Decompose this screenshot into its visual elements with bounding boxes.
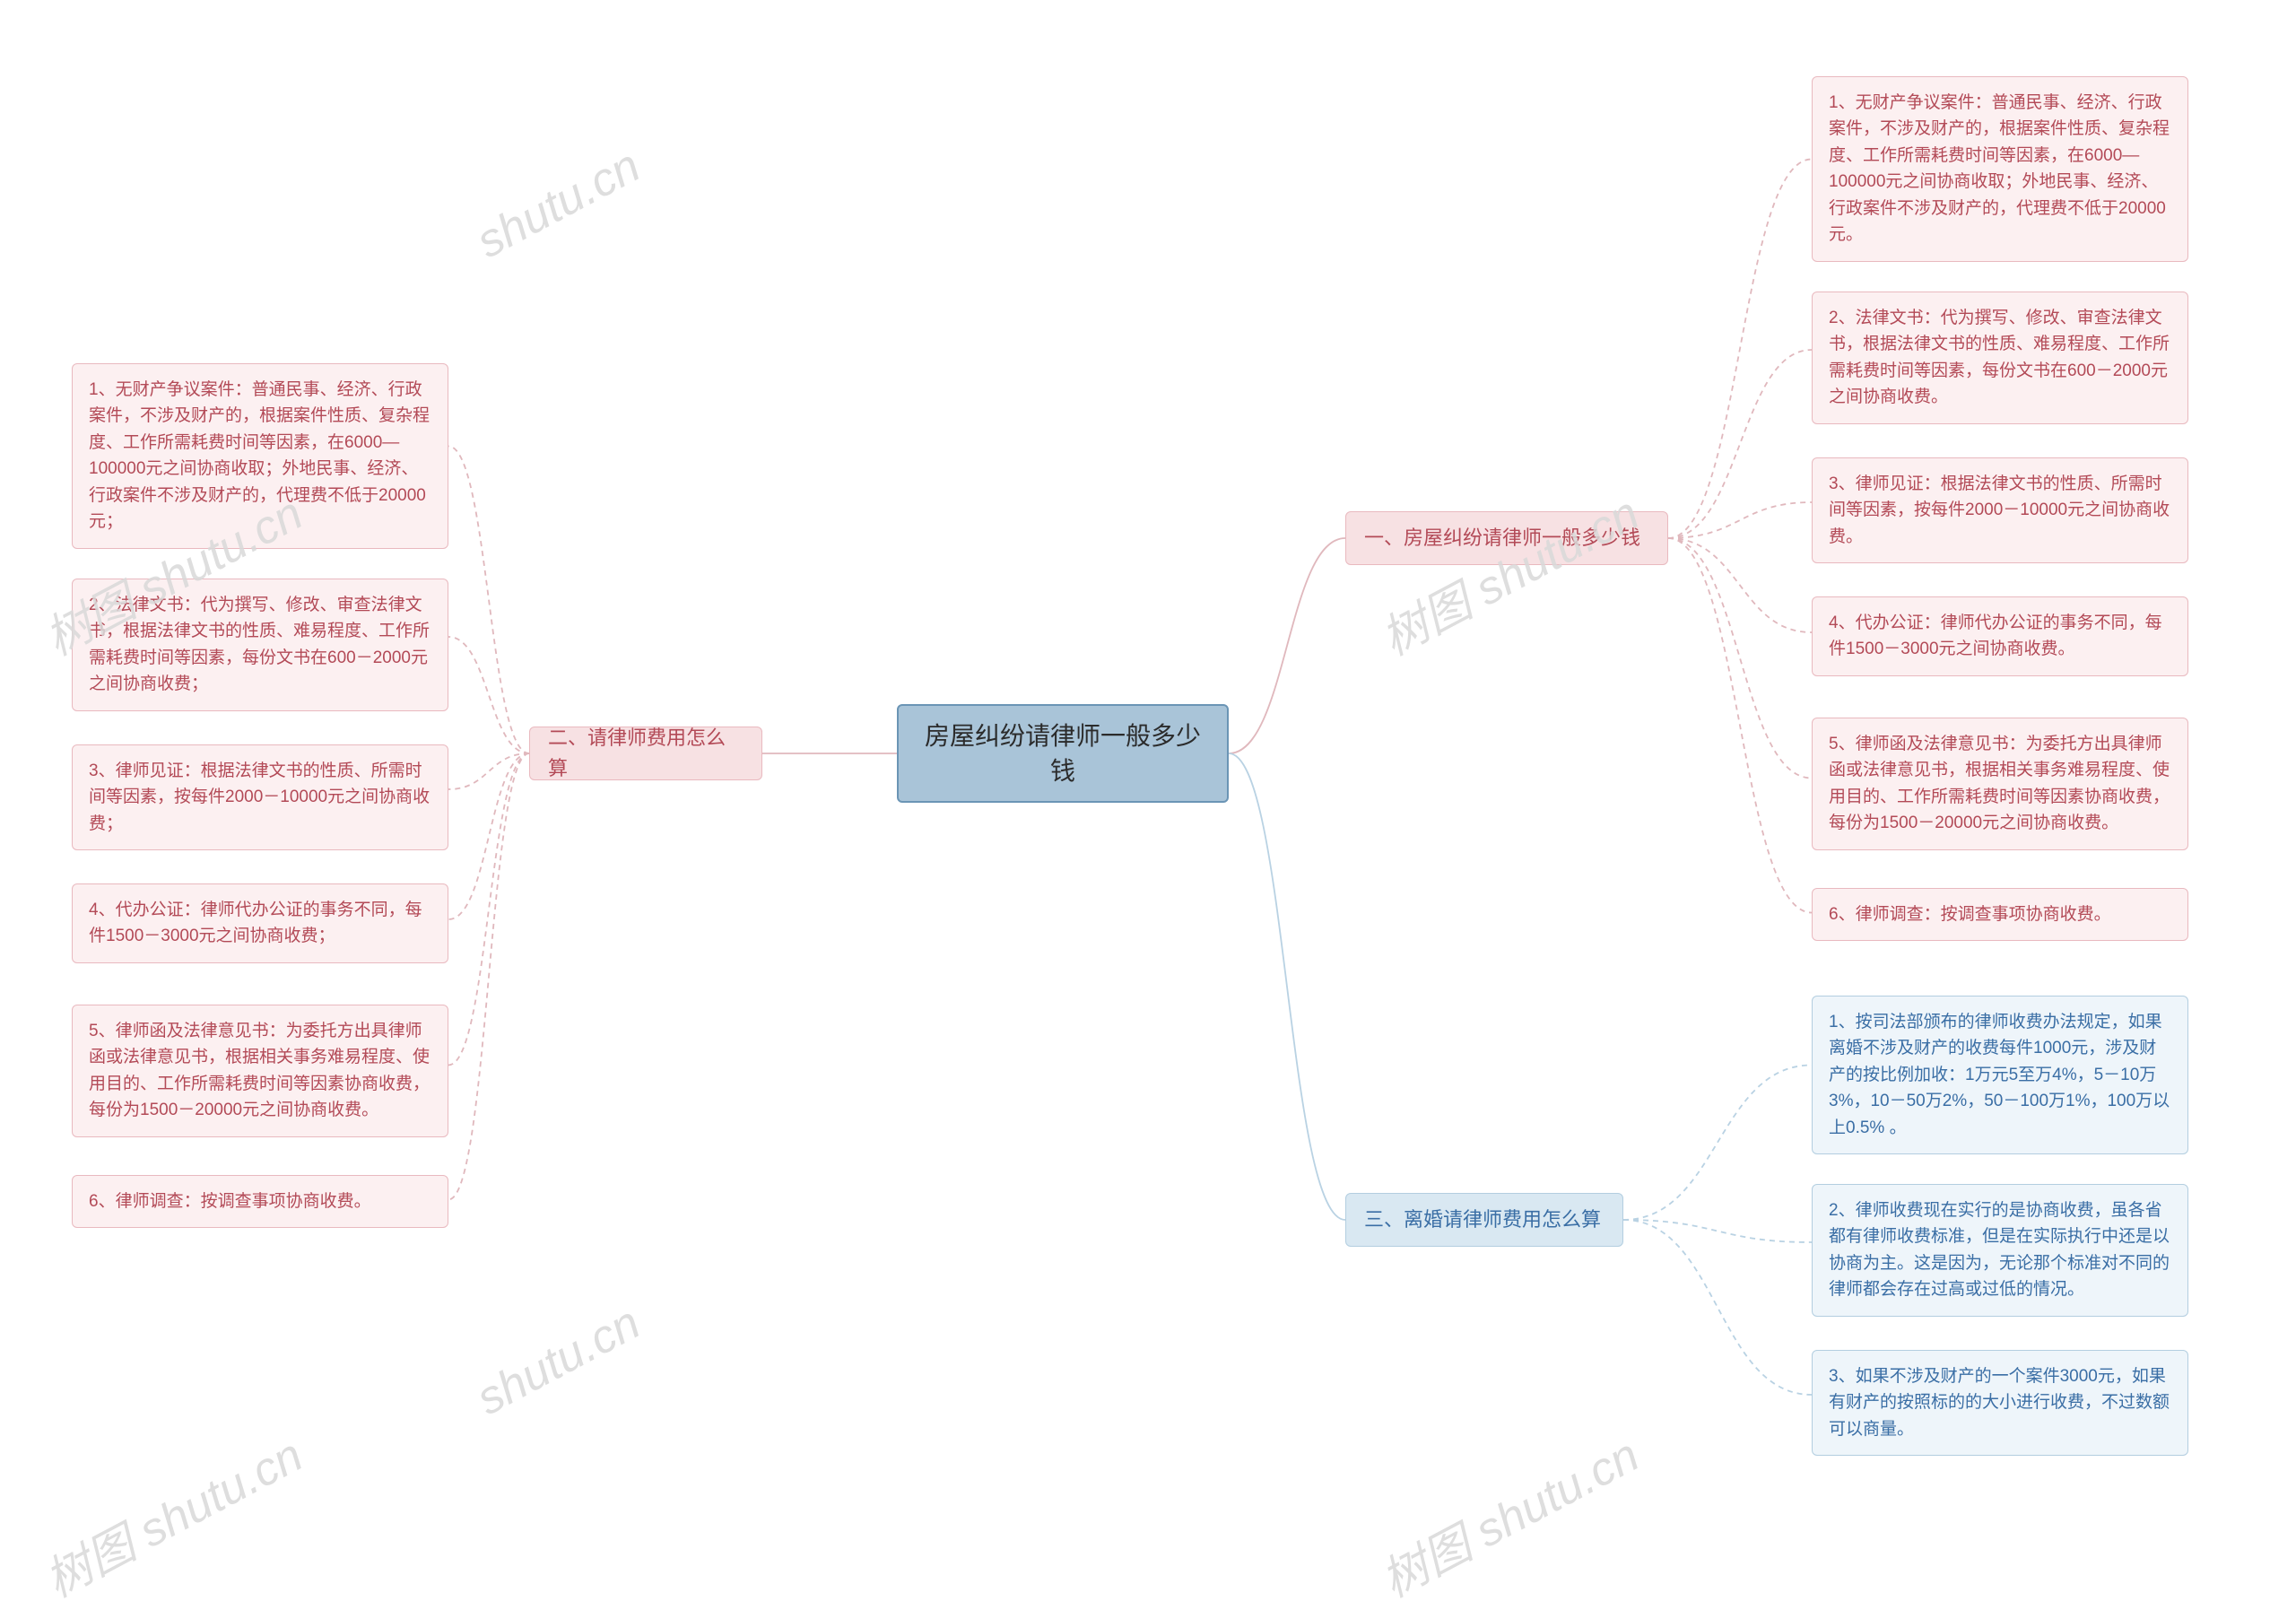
branch-node-b1: 一、房屋纠纷请律师一般多少钱 bbox=[1345, 511, 1668, 565]
leaf-node-b1-2: 3、律师见证：根据法律文书的性质、所需时间等因素，按每件2000－10000元之… bbox=[1812, 457, 2188, 563]
leaf-node-b2-5: 6、律师调查：按调查事项协商收费。 bbox=[72, 1175, 448, 1228]
leaf-node-b1-4: 5、律师函及法律意见书：为委托方出具律师函或法律意见书，根据相关事务难易程度、使… bbox=[1812, 718, 2188, 850]
leaf-node-b2-2: 3、律师见证：根据法律文书的性质、所需时间等因素，按每件2000－10000元之… bbox=[72, 744, 448, 850]
leaf-node-b3-1: 2、律师收费现在实行的是协商收费，虽各省都有律师收费标准，但是在实际执行中还是以… bbox=[1812, 1184, 2188, 1317]
leaf-node-b2-4: 5、律师函及法律意见书：为委托方出具律师函或法律意见书，根据相关事务难易程度、使… bbox=[72, 1005, 448, 1137]
watermark: 树图 shutu.cn bbox=[1368, 1418, 1648, 1610]
leaf-node-b1-5: 6、律师调查：按调查事项协商收费。 bbox=[1812, 888, 2188, 941]
center-node: 房屋纠纷请律师一般多少钱 bbox=[897, 704, 1229, 803]
leaf-node-b1-0: 1、无财产争议案件：普通民事、经济、行政案件，不涉及财产的，根据案件性质、复杂程… bbox=[1812, 76, 2188, 262]
branch-node-b2: 二、请律师费用怎么算 bbox=[529, 727, 762, 780]
leaf-node-b3-0: 1、按司法部颁布的律师收费办法规定，如果离婚不涉及财产的收费每件1000元，涉及… bbox=[1812, 996, 2188, 1154]
leaf-node-b2-3: 4、代办公证：律师代办公证的事务不同，每件1500－3000元之间协商收费； bbox=[72, 883, 448, 963]
leaf-node-b1-1: 2、法律文书：代为撰写、修改、审查法律文书，根据法律文书的性质、难易程度、工作所… bbox=[1812, 292, 2188, 424]
leaf-node-b1-3: 4、代办公证：律师代办公证的事务不同，每件1500－3000元之间协商收费。 bbox=[1812, 596, 2188, 676]
leaf-node-b2-0: 1、无财产争议案件：普通民事、经济、行政案件，不涉及财产的，根据案件性质、复杂程… bbox=[72, 363, 448, 549]
leaf-node-b3-2: 3、如果不涉及财产的一个案件3000元，如果有财产的按照标的的大小进行收费，不过… bbox=[1812, 1350, 2188, 1456]
branch-node-b3: 三、离婚请律师费用怎么算 bbox=[1345, 1193, 1623, 1247]
watermark: shutu.cn bbox=[468, 1296, 649, 1426]
watermark: shutu.cn bbox=[468, 139, 649, 269]
watermark: 树图 shutu.cn bbox=[31, 1418, 312, 1610]
watermark: 树图 shutu.cn bbox=[1368, 476, 1648, 668]
leaf-node-b2-1: 2、法律文书：代为撰写、修改、审查法律文书，根据法律文书的性质、难易程度、工作所… bbox=[72, 579, 448, 711]
